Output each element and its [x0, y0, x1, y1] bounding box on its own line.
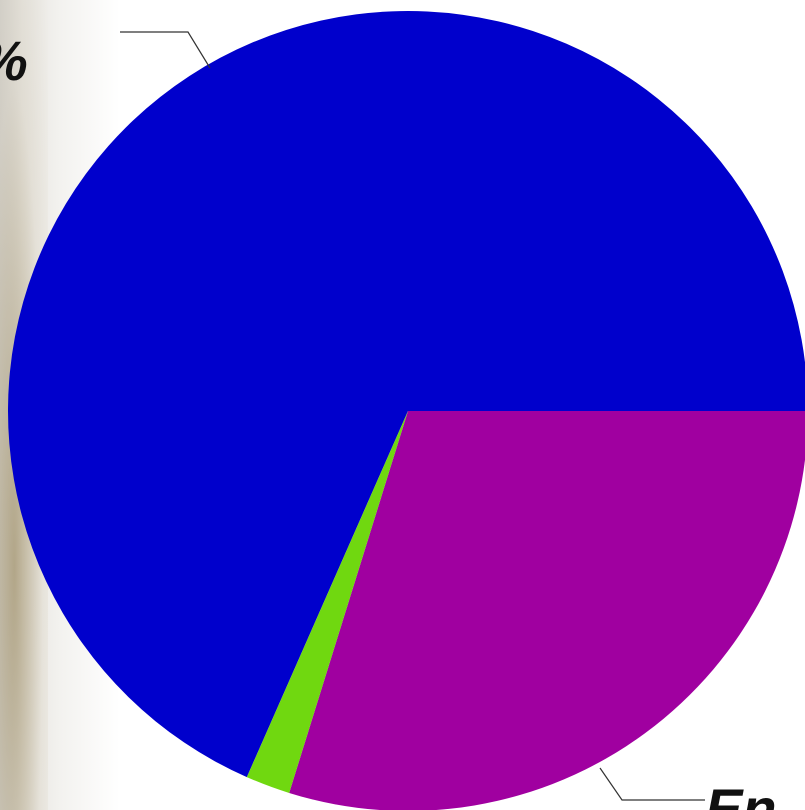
pie-slice-0 — [8, 10, 805, 778]
leader-lines — [120, 31, 705, 801]
leader-line-1 — [599, 767, 705, 801]
pie-slice-1 — [289, 411, 805, 810]
pie-slices — [8, 10, 805, 810]
slice-label-purple: En — [705, 777, 777, 810]
slice-label-blue: % — [0, 29, 28, 92]
pie-slice-2 — [246, 411, 408, 793]
leader-line-0 — [120, 31, 211, 69]
